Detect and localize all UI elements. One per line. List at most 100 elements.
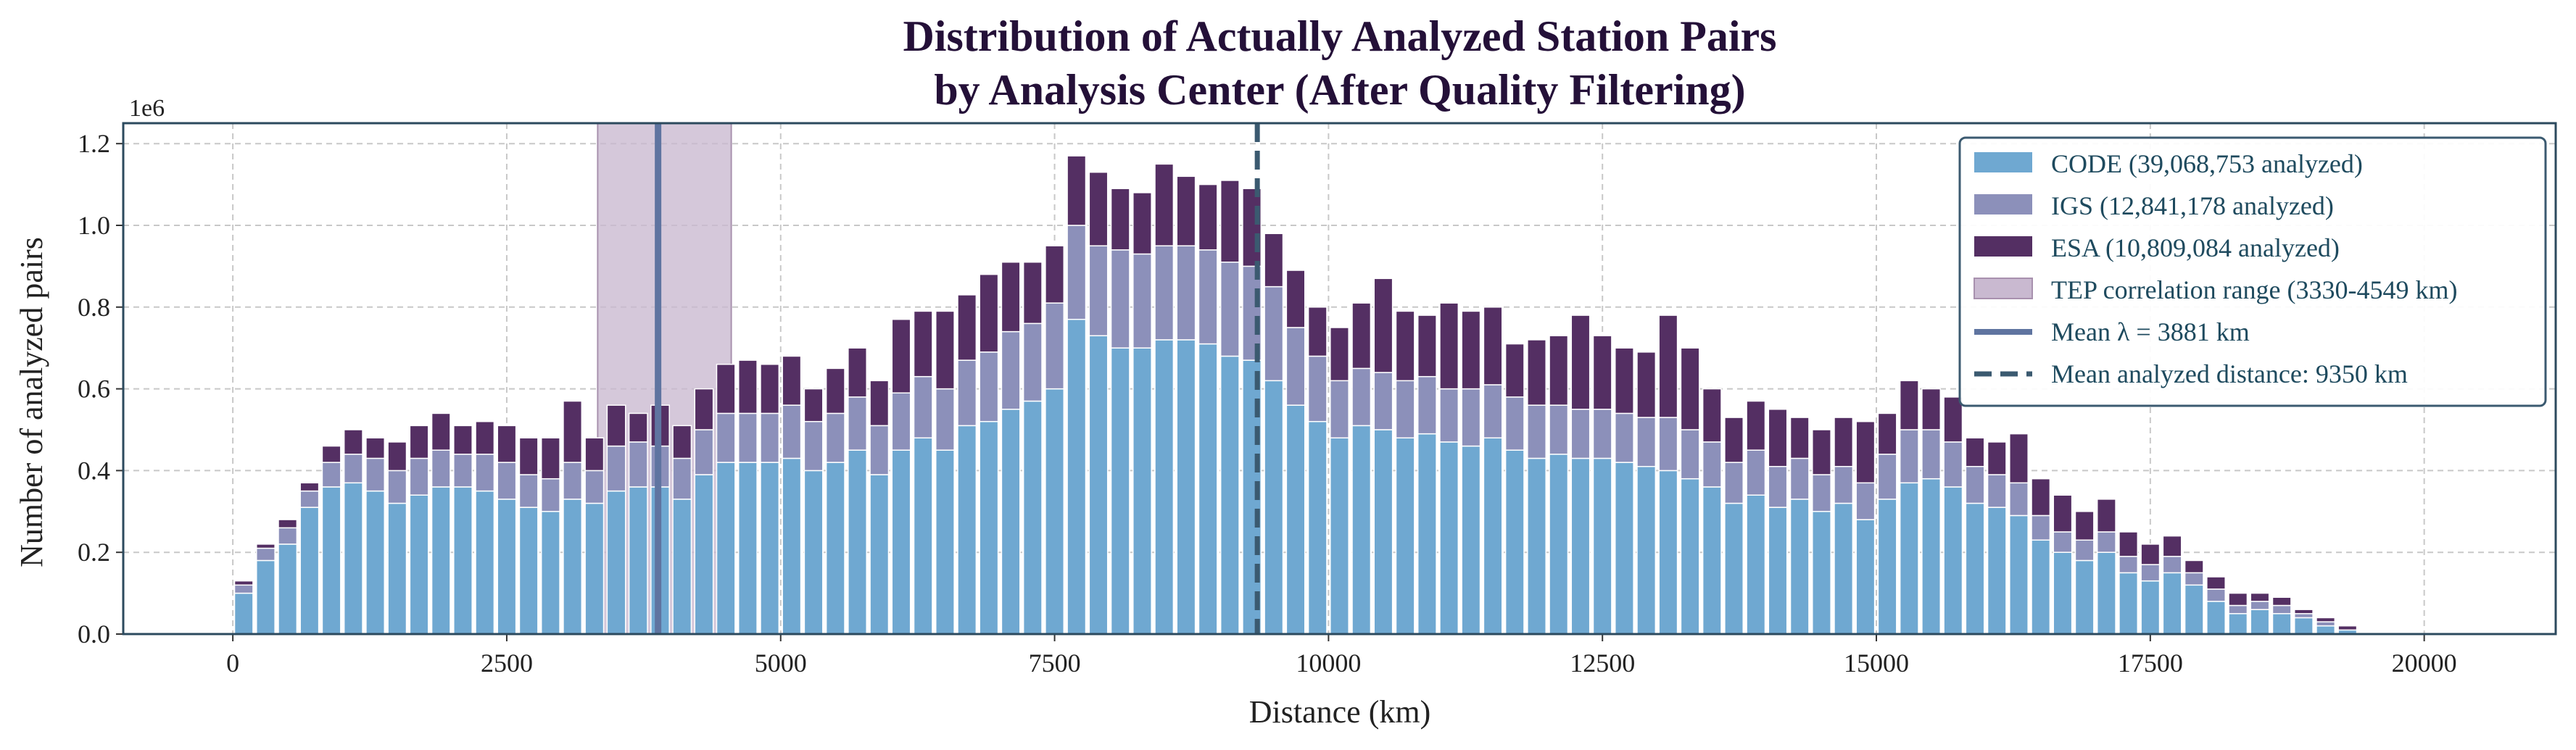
bar-esa — [2337, 625, 2358, 631]
bar-igs — [716, 412, 736, 463]
bar-esa — [1592, 335, 1612, 410]
bar-esa — [409, 425, 429, 459]
bar-igs — [1351, 367, 1372, 427]
bar-esa — [1417, 314, 1437, 378]
bar-esa — [2053, 494, 2073, 533]
bar-esa — [1921, 388, 1942, 430]
bar-code — [2293, 617, 2314, 635]
bar-code — [278, 543, 298, 635]
bar-igs — [518, 474, 539, 508]
bar-code — [1022, 400, 1043, 635]
bar-esa — [1219, 180, 1240, 263]
bar-code — [584, 502, 605, 635]
y-axis-label: Number of analyzed pairs — [14, 237, 49, 567]
bar-esa — [825, 367, 845, 414]
bar-igs — [233, 584, 254, 594]
bar-igs — [913, 375, 933, 439]
bar-igs — [2271, 604, 2292, 614]
bar-esa — [1264, 233, 1284, 288]
bar-esa — [1899, 380, 1919, 430]
bar-esa — [1504, 343, 1525, 398]
bar-esa — [1132, 192, 1152, 255]
bar-esa — [1812, 429, 1831, 475]
bar-code — [1636, 466, 1657, 635]
x-ticks: 0 2500 5000 7500 10000 12500 15000 17500 20000 — [226, 634, 2457, 678]
bar-esa — [475, 420, 495, 455]
bar-esa — [1242, 188, 1262, 267]
x-tick-label: 0 — [226, 649, 239, 678]
bar-igs — [2119, 556, 2139, 574]
bar-code — [2271, 613, 2292, 635]
bar-esa — [2228, 592, 2248, 607]
bar-esa — [1658, 314, 1678, 418]
bar-code — [869, 474, 890, 635]
bar-igs — [563, 462, 583, 500]
bar-code — [979, 420, 999, 635]
bar-igs — [1921, 429, 1942, 480]
bar-igs — [431, 449, 451, 488]
bar-esa — [365, 437, 386, 459]
bar-igs — [2206, 588, 2226, 602]
bar-code — [1088, 335, 1109, 635]
bar-igs — [497, 462, 517, 500]
chart-title: Distribution of Actually Analyzed Statio… — [903, 12, 1776, 60]
bar-igs — [628, 441, 648, 488]
bar-code — [321, 486, 341, 635]
bar-code — [2053, 551, 2073, 635]
bar-code — [2184, 584, 2204, 635]
bar-igs — [2096, 531, 2116, 553]
bar-igs — [694, 429, 714, 475]
bar-code — [1373, 429, 1393, 635]
bar-igs — [365, 457, 386, 492]
bar-code — [1176, 339, 1196, 635]
bar-igs — [672, 457, 692, 500]
bar-igs — [1899, 429, 1919, 484]
bar-esa — [628, 412, 648, 443]
bar-igs — [1855, 482, 1876, 520]
bar-code — [1198, 343, 1218, 635]
bar-esa — [782, 355, 802, 406]
bar-igs — [1483, 384, 1503, 439]
bar-code — [2119, 572, 2139, 635]
bar-esa — [1636, 351, 1657, 418]
bar-igs — [1395, 380, 1415, 439]
bar-code — [475, 490, 495, 635]
bar-code — [1461, 445, 1481, 635]
bar-esa — [2206, 576, 2226, 590]
bar-esa — [1746, 400, 1766, 451]
x-tick-label: 17500 — [2118, 649, 2183, 678]
bar-igs — [1373, 372, 1393, 430]
legend-entry-label: CODE (39,068,753 analyzed) — [2051, 149, 2363, 178]
bar-code — [1417, 433, 1437, 635]
bar-igs — [1001, 330, 1021, 410]
bar-code — [628, 486, 648, 635]
bar-esa — [1395, 310, 1415, 382]
bar-esa — [563, 400, 583, 463]
bar-igs — [2250, 601, 2270, 610]
bar-igs — [760, 412, 780, 463]
bar-code — [848, 449, 867, 635]
bar-code — [1614, 462, 1634, 635]
bar-esa — [913, 310, 933, 378]
bar-code — [1789, 499, 1810, 635]
bar-code — [1877, 499, 1897, 635]
bar-esa — [2184, 559, 2204, 574]
bar-esa — [1461, 310, 1481, 390]
bar-code — [1768, 507, 1788, 635]
legend-swatch — [1974, 194, 2032, 214]
bar-code — [1483, 437, 1503, 635]
bar-esa — [1285, 270, 1306, 328]
bar-code — [365, 490, 386, 635]
bar-esa — [1855, 420, 1876, 484]
bar-igs — [2162, 556, 2182, 574]
reference-lines — [655, 123, 1260, 634]
bar-igs — [2031, 514, 2051, 541]
bar-esa — [1067, 155, 1087, 226]
bar-igs — [1307, 355, 1328, 422]
bar-esa — [387, 441, 407, 472]
bar-code — [803, 470, 824, 635]
bar-code — [1834, 502, 1854, 635]
bar-igs — [606, 445, 626, 492]
bar-esa — [256, 543, 276, 549]
bar-igs — [891, 392, 911, 451]
